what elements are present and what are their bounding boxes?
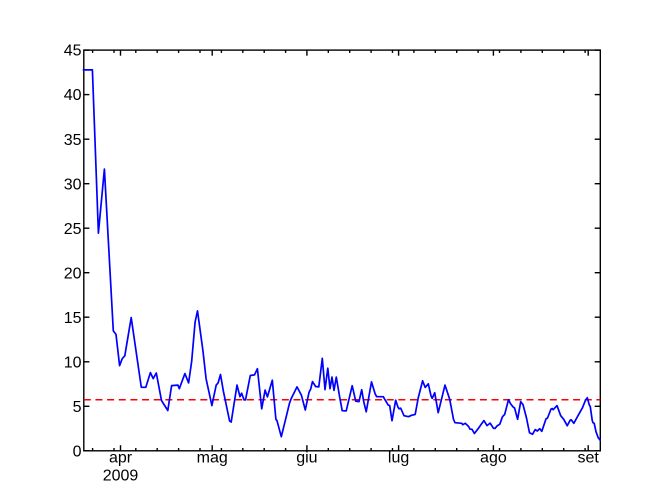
svg-text:5: 5 (73, 399, 82, 416)
svg-text:apr: apr (109, 449, 133, 466)
svg-text:mag: mag (197, 449, 228, 466)
svg-text:35: 35 (64, 132, 82, 149)
svg-text:10: 10 (64, 354, 82, 371)
svg-text:15: 15 (64, 310, 82, 327)
svg-text:25: 25 (64, 221, 82, 238)
svg-text:30: 30 (64, 176, 82, 193)
svg-text:20: 20 (64, 265, 82, 282)
svg-text:ago: ago (480, 449, 507, 466)
svg-text:giu: giu (296, 449, 317, 466)
svg-text:lug: lug (388, 449, 409, 466)
svg-text:0: 0 (73, 443, 82, 460)
svg-text:set: set (578, 449, 600, 466)
svg-text:2009: 2009 (103, 468, 139, 485)
svg-text:45: 45 (64, 43, 82, 60)
svg-text:40: 40 (64, 87, 82, 104)
